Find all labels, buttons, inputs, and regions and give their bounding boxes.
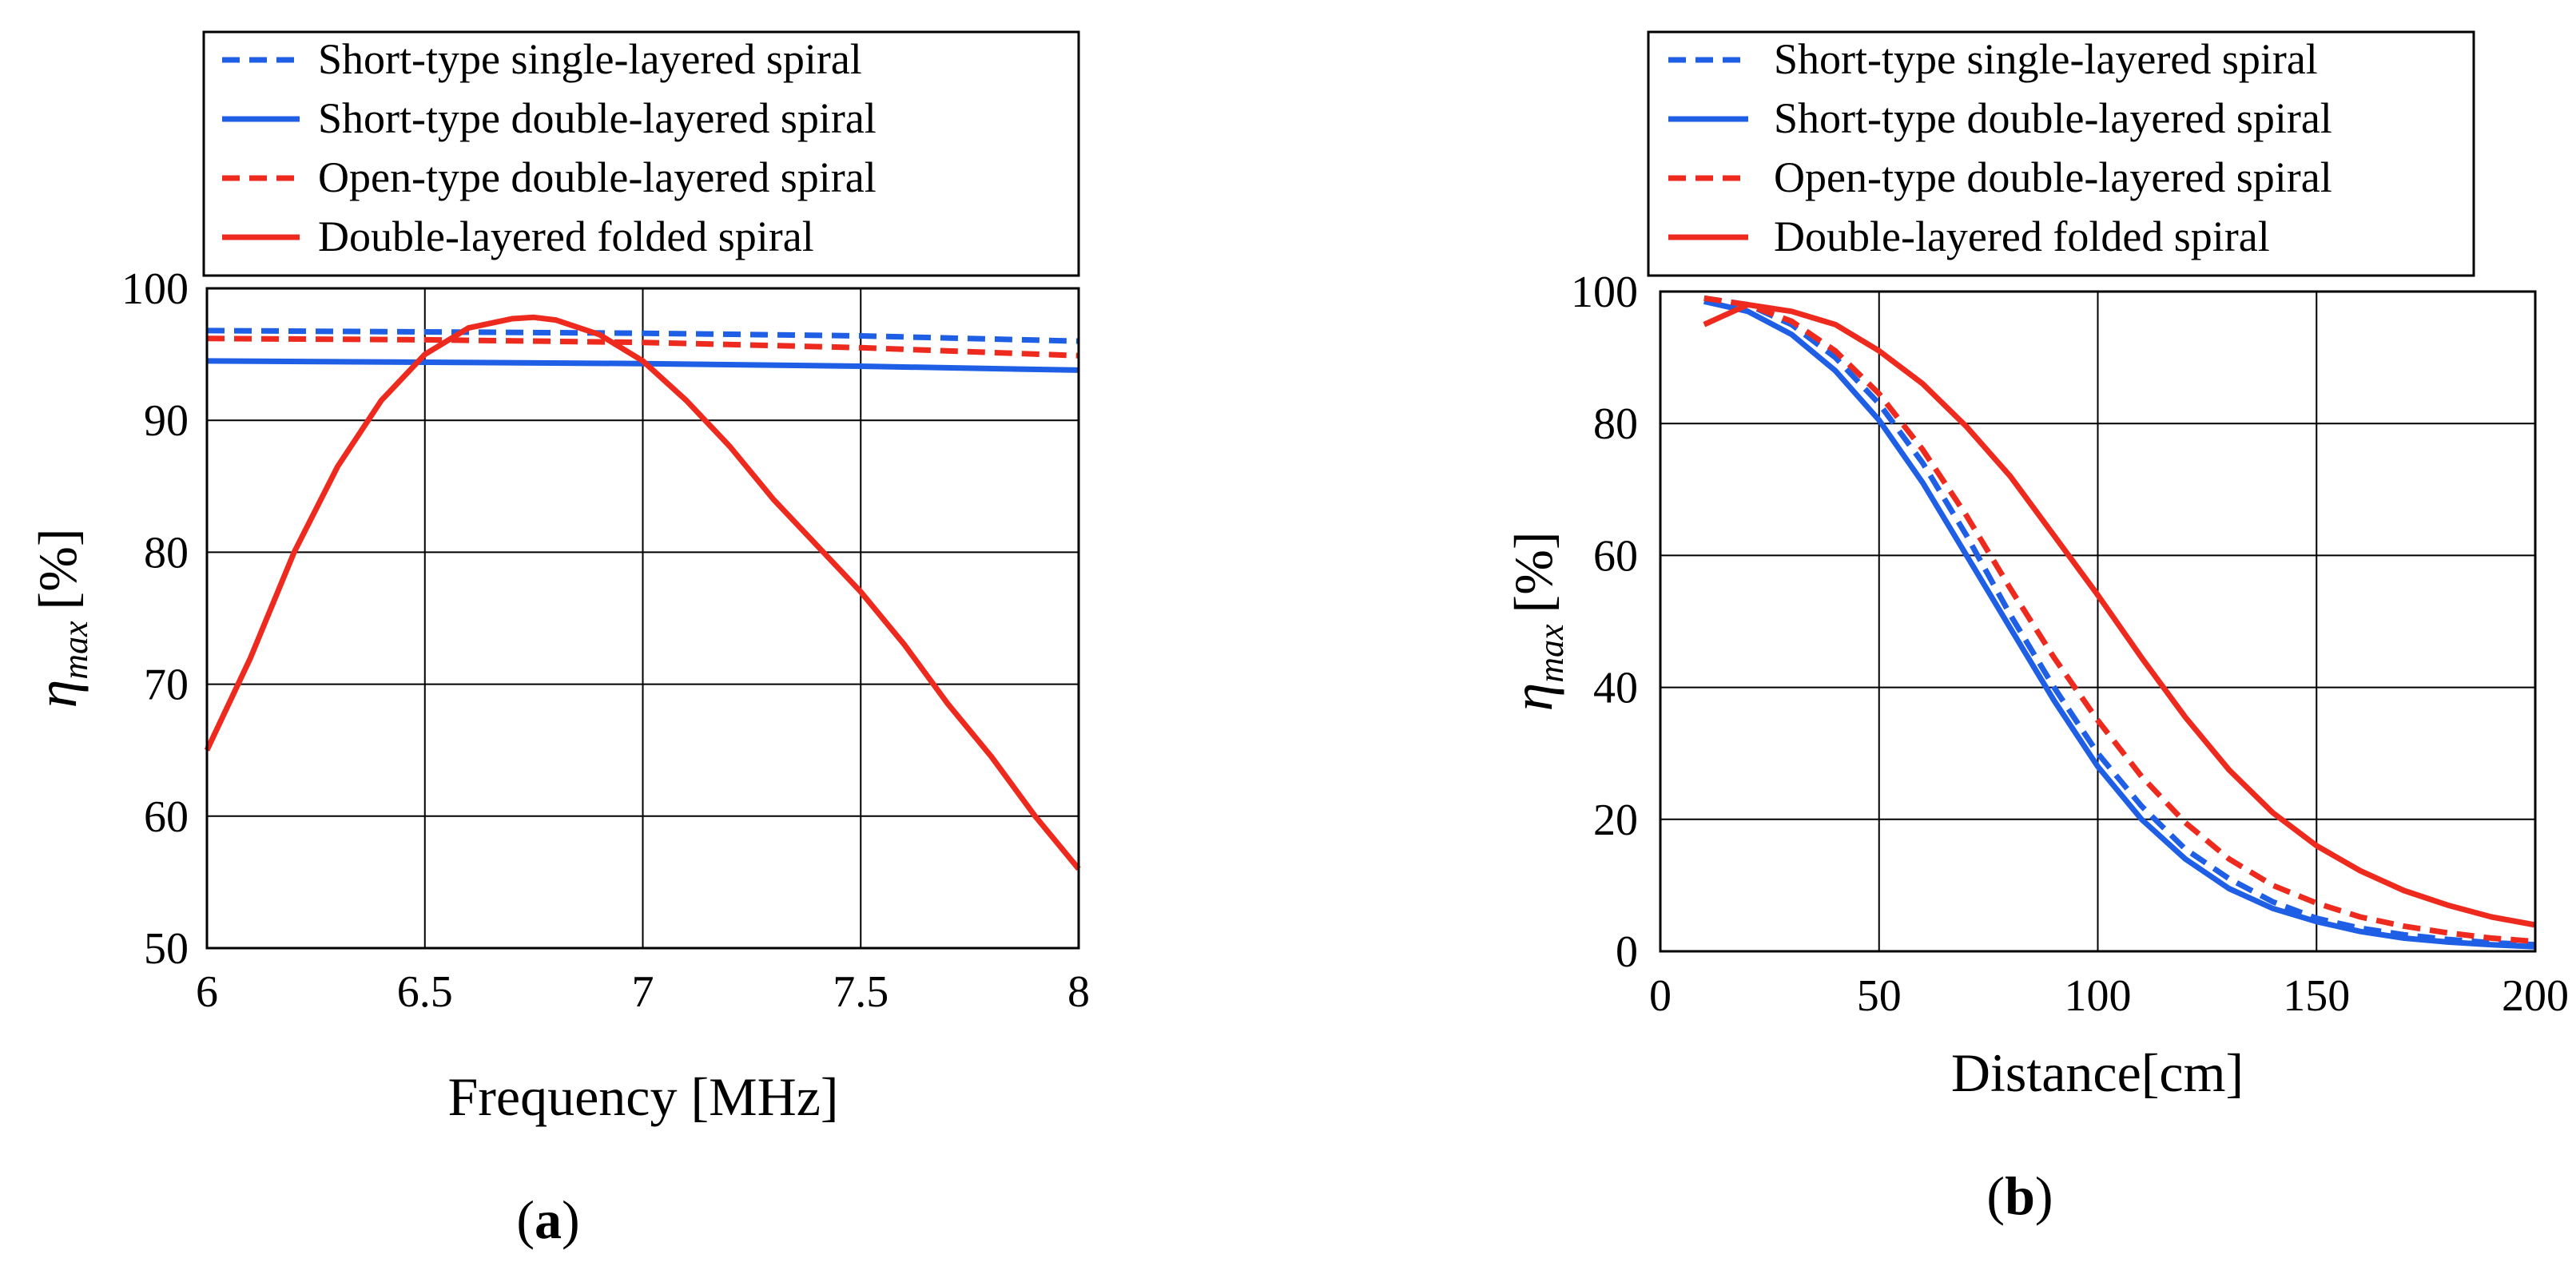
panel-a-ylabel-symbol: η <box>25 680 89 708</box>
panel-b-legend: Short-type single-layered spiral Short-ty… <box>1668 35 2332 260</box>
panel-a-y-ticks: 50 60 70 80 90 100 <box>121 264 189 974</box>
panel-b-series <box>1703 295 2536 950</box>
panel-b-ylabel-symbol: η <box>1501 683 1564 712</box>
panel-b-y-tick-label: 60 <box>1593 531 1638 581</box>
panel-a-legend-label-2: Open-type double-layered spiral <box>318 153 877 201</box>
panel-b-x-tick-label: 150 <box>2283 971 2350 1021</box>
panel-a-legend-box <box>202 30 1080 277</box>
panel-b-y-axis-label: ηmax [%] <box>1501 532 1571 712</box>
panel-a-legend-label-3: Double-layered folded spiral <box>318 212 814 260</box>
panel-b-y-ticks: 0 20 40 60 80 100 <box>1571 268 1638 977</box>
panel-a-chart: Short-type single-layered spiral Short-ty… <box>25 30 1090 1250</box>
panel-b-x-ticks: 0 50 100 150 200 <box>1649 971 2569 1021</box>
panel-a-y-tick-label: 100 <box>121 264 189 314</box>
panel-b-series-0-line <box>1703 295 2536 948</box>
panel-b-x-tick-label: 100 <box>2065 971 2132 1021</box>
panel-b-series-1-line <box>1703 298 2536 950</box>
panel-a-x-tick-label: 6.5 <box>397 967 453 1017</box>
panel-b-chart: Short-type single-layered spiral Short-ty… <box>1501 30 2569 1226</box>
panel-b-legend-label-2: Open-type double-layered spiral <box>1774 153 2332 201</box>
panel-a-x-tick-label: 7 <box>632 967 654 1017</box>
panel-a-series-2-line <box>206 335 1079 359</box>
panel-b-caption: (b) <box>1986 1165 2053 1226</box>
panel-a-y-tick-label: 50 <box>144 924 189 974</box>
panel-a-y-tick-label: 90 <box>144 396 189 446</box>
panel-b-series-3-line <box>1703 302 2536 928</box>
panel-a-grid <box>207 288 1079 948</box>
panel-b-legend-label-3: Double-layered folded spiral <box>1774 212 2270 260</box>
panel-b-y-tick-label: 80 <box>1593 399 1638 449</box>
panel-a-plot-frame <box>205 287 1080 950</box>
panel-b-grid <box>1660 292 2535 951</box>
panel-a-ylabel-unit: [%] <box>27 529 88 610</box>
panel-b-y-tick-label: 20 <box>1593 796 1638 845</box>
panel-a-x-tick-label: 8 <box>1067 967 1090 1017</box>
panel-b-x-tick-label: 50 <box>1857 971 1902 1021</box>
panel-a-series-0-line <box>206 327 1079 344</box>
panel-a-x-axis-label: Frequency [MHz] <box>447 1066 838 1127</box>
panel-a-x-tick-label: 7.5 <box>833 967 888 1017</box>
panel-b-legend-box <box>1647 30 2475 277</box>
panel-b-y-tick-label: 40 <box>1593 664 1638 713</box>
panel-b-legend-label-1: Short-type double-layered spiral <box>1774 94 2332 142</box>
panel-b-y-tick-label: 100 <box>1571 268 1638 317</box>
panel-b-caption-letter: b <box>2005 1165 2035 1226</box>
panel-a-y-axis-label: ηmax [%] <box>25 529 95 708</box>
panel-b-legend-label-0: Short-type single-layered spiral <box>1774 35 2318 83</box>
panel-a-legend-label-1: Short-type double-layered spiral <box>318 94 877 142</box>
panel-a-y-tick-label: 60 <box>144 792 189 842</box>
panel-a-legend: Short-type single-layered spiral Short-ty… <box>222 35 877 260</box>
panel-a-ylabel-subscript: max <box>56 621 95 680</box>
panel-a-series <box>204 314 1081 871</box>
panel-a-caption-letter: a <box>535 1189 562 1250</box>
panel-a-legend-label-0: Short-type single-layered spiral <box>318 35 862 83</box>
panel-b-x-axis-label: Distance[cm] <box>1951 1042 2244 1103</box>
panel-a-x-ticks: 6 6.5 7 7.5 8 <box>196 967 1090 1017</box>
panel-a-series-3-line <box>204 314 1081 871</box>
panel-a-x-tick-label: 6 <box>196 967 218 1017</box>
panel-b-plot-frame <box>1659 290 2537 953</box>
panel-a-y-tick-label: 80 <box>144 528 189 577</box>
panel-a-y-tick-label: 70 <box>144 661 189 710</box>
panel-b-y-tick-label: 0 <box>1616 927 1638 977</box>
panel-b-series-2-line <box>1703 295 2536 945</box>
panel-b-ylabel-subscript: max <box>1532 624 1571 683</box>
panel-b-x-tick-label: 200 <box>2502 971 2569 1021</box>
panel-b-x-tick-label: 0 <box>1649 971 1672 1021</box>
panel-a-caption: (a) <box>516 1189 579 1250</box>
panel-b-ylabel-unit: [%] <box>1503 532 1564 613</box>
